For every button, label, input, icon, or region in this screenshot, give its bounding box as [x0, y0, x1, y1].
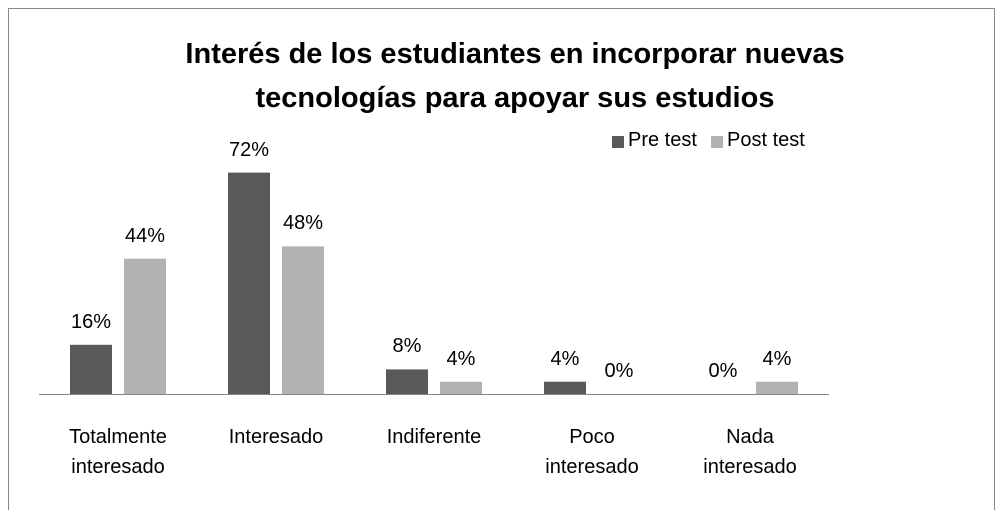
bar [282, 246, 324, 394]
data-label: 8% [392, 335, 422, 358]
legend-swatch [612, 136, 624, 148]
x-tick-label: Indiferente [386, 426, 482, 448]
data-label: 44% [124, 224, 166, 247]
chart-title: Interés de los estudiantes en incorporar… [185, 38, 845, 114]
frame [8, 8, 995, 510]
legend-label: Post test [727, 129, 805, 151]
x-tick-label: Totalmente interesado [69, 426, 167, 478]
data-label: 4% [550, 347, 580, 370]
bar [70, 344, 112, 394]
bar [124, 258, 166, 394]
legend-label: Pre test [628, 129, 697, 151]
data-label: 4% [762, 347, 792, 370]
bar [756, 381, 798, 394]
data-label: 4% [446, 347, 476, 370]
data-label: 48% [282, 212, 324, 235]
data-label: 0% [604, 360, 634, 382]
bar [544, 381, 586, 394]
data-label: 0% [708, 360, 738, 382]
bar [228, 172, 270, 394]
bar [440, 381, 482, 394]
data-label: 16% [70, 310, 112, 333]
data-label: 72% [228, 138, 270, 161]
x-tick-label: Nada interesado [703, 426, 797, 478]
legend-swatch [711, 136, 723, 148]
bar [386, 369, 428, 394]
x-tick-label: Poco interesado [545, 426, 639, 478]
x-tick-label: Interesado [228, 426, 324, 448]
